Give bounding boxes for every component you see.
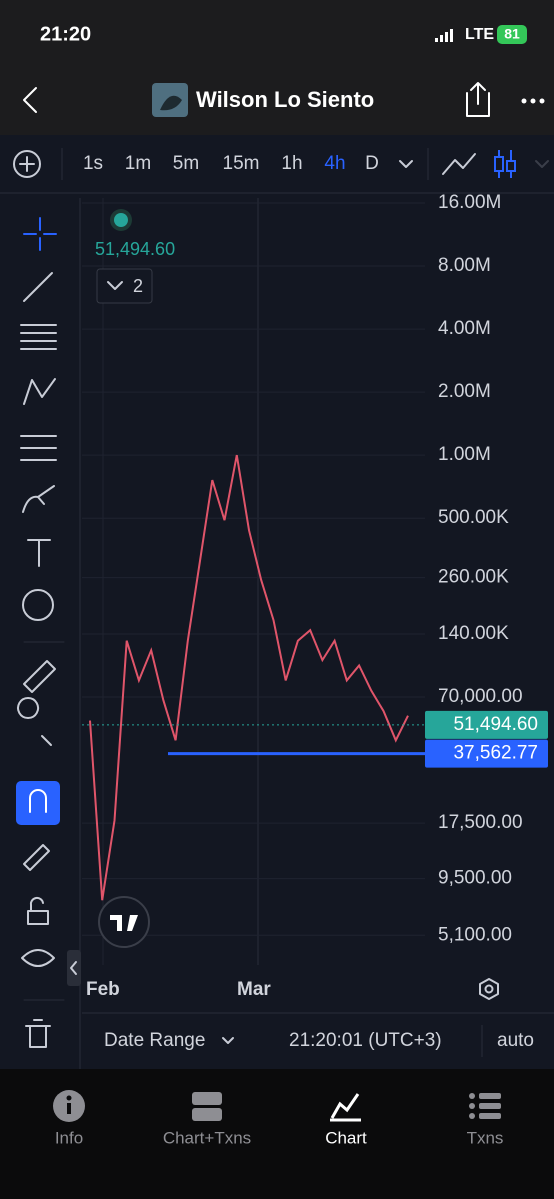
y-tick-label: 140.00K: [438, 623, 509, 644]
tab-label[interactable]: Chart: [325, 1128, 367, 1147]
header-title: Wilson Lo Siento: [196, 87, 374, 112]
interval-button[interactable]: 4h: [324, 153, 345, 174]
clock: 21:20:01 (UTC+3): [289, 1030, 442, 1051]
share-button[interactable]: [466, 82, 490, 117]
brush-tool[interactable]: [22, 485, 55, 513]
y-tick-label: 8.00M: [438, 255, 491, 276]
chart-bg: [0, 193, 554, 1069]
header-bg: [0, 0, 554, 135]
y-tick-label: 70,000.00: [438, 686, 523, 707]
battery: [497, 25, 527, 44]
interval-button[interactable]: 1s: [83, 153, 103, 174]
ruler-tool[interactable]: [23, 660, 56, 693]
y-tick-label: 260.00K: [438, 567, 509, 588]
tab-label[interactable]: Chart+Txns: [163, 1128, 251, 1147]
price-line: [89, 454, 409, 901]
y-tick-label: 9,500.00: [438, 868, 512, 889]
signal-icon: [435, 29, 453, 42]
tool-panel-bottom: [21, 844, 65, 1048]
crosshair-tool[interactable]: [23, 217, 57, 251]
y-tick-label: 16.00M: [438, 192, 501, 213]
price-label-box: [425, 710, 548, 739]
interval-group: 1s 1m 5m 15m 1h 4h D: [83, 153, 379, 174]
more-button[interactable]: [521, 98, 545, 104]
network-label: LTE: [465, 26, 494, 43]
interval-button[interactable]: 1m: [125, 153, 151, 174]
panel-collapse[interactable]: [67, 950, 81, 986]
price-label: 51,494.60: [453, 714, 538, 735]
y-tick-label: 1.00M: [438, 444, 491, 465]
interval-button[interactable]: 15m: [223, 153, 260, 174]
tab-icons: [53, 1090, 501, 1122]
date-range-button[interactable]: Date Range: [104, 1030, 205, 1051]
battery-level: 81: [504, 26, 520, 42]
add-indicator-button[interactable]: [13, 150, 41, 178]
y-tick-label: 17,500.00: [438, 812, 523, 833]
forecast-tool[interactable]: [20, 435, 57, 461]
interval-button[interactable]: 5m: [173, 153, 199, 174]
tradingview-logo[interactable]: [98, 896, 150, 948]
pattern-tool[interactable]: [23, 378, 56, 405]
indicators-count: 2: [133, 276, 143, 296]
chart-txns-icon: [192, 1092, 222, 1105]
y-tick-label: 4.00M: [438, 318, 491, 339]
legend-price: 51,494.60: [95, 239, 175, 259]
indicators-toggle[interactable]: [96, 268, 153, 304]
trendline-tool[interactable]: [23, 272, 53, 302]
drawing-mode-button[interactable]: [442, 153, 476, 175]
price-label: 37,562.77: [453, 743, 538, 764]
toolbar-bg: [0, 135, 554, 193]
back-button[interactable]: [23, 87, 37, 113]
indicators-chevron: [107, 281, 123, 290]
date-range-chevron: [222, 1037, 234, 1044]
chart-type-button[interactable]: [494, 150, 516, 178]
interval-button[interactable]: 1h: [281, 153, 302, 174]
magnet-tool[interactable]: [16, 781, 60, 825]
interval-button[interactable]: D: [365, 153, 379, 174]
emoji-tool[interactable]: [22, 589, 54, 621]
y-tick-label: 2.00M: [438, 381, 491, 402]
settings-center: [484, 984, 494, 994]
x-axis-label: Mar: [237, 979, 271, 1000]
text-tool[interactable]: [27, 539, 51, 567]
tab-bar-bg: [0, 1069, 554, 1199]
lock-tool[interactable]: [27, 896, 49, 925]
tab-label[interactable]: Txns: [467, 1128, 504, 1147]
tab-label[interactable]: Info: [55, 1128, 83, 1147]
collapse-arrow: [70, 961, 77, 975]
delete-tool[interactable]: [25, 1019, 51, 1048]
visibility-tool[interactable]: [21, 949, 55, 967]
lock-drawing-tool[interactable]: [23, 844, 50, 871]
avatar-art: [160, 95, 182, 111]
chart-icon: [330, 1093, 360, 1119]
status-time: 21:20: [40, 23, 91, 45]
status-dot: [114, 213, 128, 227]
interval-dropdown[interactable]: [399, 160, 413, 168]
chart-type-dropdown[interactable]: [535, 160, 549, 168]
chart-settings-button[interactable]: [479, 978, 499, 1000]
txns-icon: [469, 1093, 501, 1119]
tab-bar: Info Chart+Txns Chart Txns: [55, 1128, 504, 1147]
x-axis-label: Feb: [86, 979, 120, 1000]
magnet-icon: [29, 789, 47, 813]
zoom-tool[interactable]: [17, 697, 52, 746]
logo-mark: [110, 915, 138, 931]
price-label-box: [425, 739, 548, 768]
scale-mode-button[interactable]: auto: [497, 1030, 534, 1051]
y-tick-label: 500.00K: [438, 507, 509, 528]
fib-tool[interactable]: [20, 324, 57, 350]
tool-panel: [17, 217, 65, 746]
y-tick-label: 5,100.00: [438, 924, 512, 945]
price-chart: 16.00M 8.00M 4.00M 2.00M 1.00M 500.00K 260.00K…: [82, 192, 548, 965]
